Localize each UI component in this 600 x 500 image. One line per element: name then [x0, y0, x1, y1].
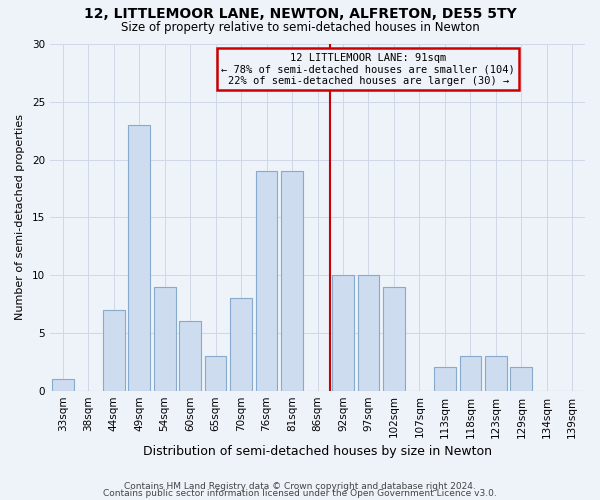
Bar	[358, 275, 379, 390]
Text: Contains HM Land Registry data © Crown copyright and database right 2024.: Contains HM Land Registry data © Crown c…	[124, 482, 476, 491]
Text: 12 LITTLEMOOR LANE: 91sqm
← 78% of semi-detached houses are smaller (104)
22% of: 12 LITTLEMOOR LANE: 91sqm ← 78% of semi-…	[221, 52, 515, 86]
Text: Size of property relative to semi-detached houses in Newton: Size of property relative to semi-detach…	[121, 21, 479, 34]
Bar	[332, 275, 354, 390]
Bar	[511, 368, 532, 390]
Bar	[52, 379, 74, 390]
Bar	[230, 298, 252, 390]
Y-axis label: Number of semi-detached properties: Number of semi-detached properties	[15, 114, 25, 320]
Bar	[434, 368, 456, 390]
Bar	[205, 356, 226, 390]
Bar	[179, 322, 201, 390]
Bar	[103, 310, 125, 390]
Text: Contains public sector information licensed under the Open Government Licence v3: Contains public sector information licen…	[103, 489, 497, 498]
Text: 12, LITTLEMOOR LANE, NEWTON, ALFRETON, DE55 5TY: 12, LITTLEMOOR LANE, NEWTON, ALFRETON, D…	[83, 8, 517, 22]
Bar	[383, 286, 405, 391]
Bar	[485, 356, 506, 390]
Bar	[460, 356, 481, 390]
Bar	[256, 171, 277, 390]
Bar	[154, 286, 176, 391]
X-axis label: Distribution of semi-detached houses by size in Newton: Distribution of semi-detached houses by …	[143, 444, 492, 458]
Bar	[281, 171, 303, 390]
Bar	[128, 125, 150, 390]
